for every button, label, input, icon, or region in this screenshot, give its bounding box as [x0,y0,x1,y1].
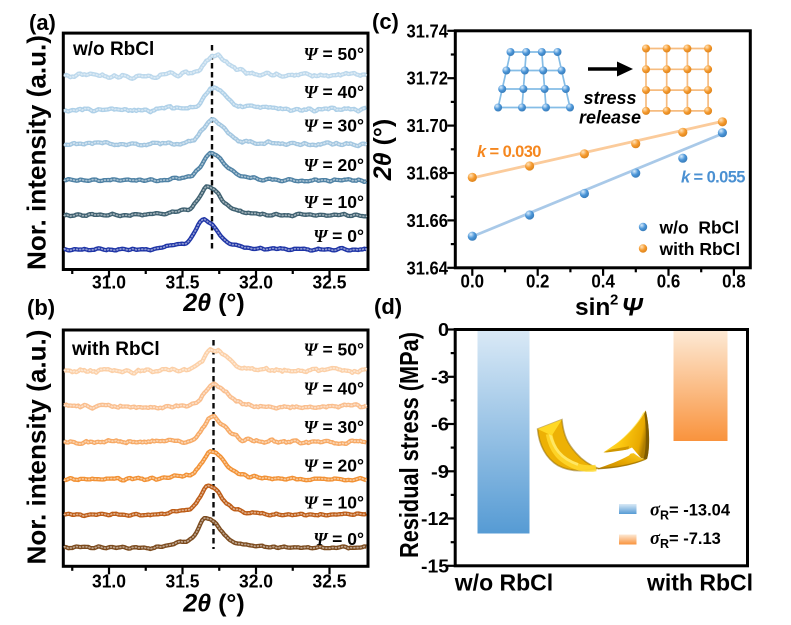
svg-text:2θ (°): 2θ (°) [182,589,244,617]
svg-text:Ψ = 20°: Ψ = 20° [304,155,364,175]
svg-text:Ψ = 20°: Ψ = 20° [304,456,364,476]
svg-text:Residual stress (MPa): Residual stress (MPa) [394,332,424,558]
svg-text:0.6: 0.6 [657,272,681,292]
svg-text:with RbCl: with RbCl [71,339,160,360]
svg-text:31.66: 31.66 [407,211,449,231]
svg-text:w/o RbCl: w/o RbCl [659,218,740,238]
svg-text:31.0: 31.0 [92,572,126,592]
svg-text:2: 2 [610,292,618,309]
svg-text:w/o RbCl: w/o RbCl [72,39,154,60]
svg-text:Ψ = 50°: Ψ = 50° [304,44,364,64]
svg-text:Ψ: Ψ [622,294,644,322]
svg-text:sin: sin [575,294,610,321]
svg-text:2θ (°): 2θ (°) [182,289,244,317]
svg-text:with RbCl: with RbCl [646,570,753,596]
svg-text:31.5: 31.5 [166,572,200,592]
svg-text:(c): (c) [372,9,399,34]
svg-text:32.5: 32.5 [313,273,347,293]
svg-text:k = 0.030: k = 0.030 [477,143,541,161]
svg-text:0.8: 0.8 [722,272,746,292]
svg-text:0.4: 0.4 [591,272,615,292]
svg-text:0.0: 0.0 [461,272,485,292]
svg-text:-9: -9 [431,462,449,482]
svg-text:31.68: 31.68 [407,164,449,184]
svg-text:(d): (d) [374,294,402,319]
svg-text:-3: -3 [431,367,449,387]
svg-text:0: 0 [438,320,449,340]
svg-text:31.0: 31.0 [92,273,126,293]
svg-text:31.72: 31.72 [407,69,449,89]
svg-text:Ψ = 0°: Ψ = 0° [313,226,364,246]
svg-text:Ψ = 40°: Ψ = 40° [304,378,364,398]
svg-text:Nor. intensity (a.u.): Nor. intensity (a.u.) [22,330,52,565]
svg-text:k = 0.055: k = 0.055 [681,169,745,187]
svg-text:Ψ = 50°: Ψ = 50° [304,340,364,360]
svg-text:Ψ = 10°: Ψ = 10° [304,192,364,212]
svg-text:Ψ = 30°: Ψ = 30° [304,116,364,136]
svg-text:-6: -6 [431,415,449,435]
svg-text:w/o RbCl: w/o RbCl [454,570,553,596]
svg-text:32.0: 32.0 [239,572,273,592]
svg-text:Ψ = 0°: Ψ = 0° [313,529,364,549]
svg-text:31.74: 31.74 [407,21,449,41]
svg-text:release: release [579,108,641,128]
svg-text:-12: -12 [421,509,449,529]
svg-text:32.5: 32.5 [313,572,347,592]
svg-text:31.70: 31.70 [407,116,449,136]
svg-text:stress: stress [583,88,636,108]
svg-text:with RbCl: with RbCl [659,239,741,259]
svg-text:Ψ = 40°: Ψ = 40° [304,82,364,102]
svg-text:(a): (a) [29,10,56,35]
svg-text:2θ (°): 2θ (°) [369,119,397,181]
svg-text:Ψ = 30°: Ψ = 30° [304,417,364,437]
svg-text:Nor. intensity (a.u.): Nor. intensity (a.u.) [22,35,52,270]
svg-text:0.2: 0.2 [526,272,550,292]
svg-text:σR= -13.04: σR= -13.04 [650,501,731,523]
svg-text:Ψ = 10°: Ψ = 10° [304,493,364,513]
svg-text:-15: -15 [421,556,449,576]
svg-text:31.5: 31.5 [166,273,200,293]
svg-text:32.0: 32.0 [239,273,273,293]
svg-text:σR= -7.13: σR= -7.13 [650,529,721,551]
svg-text:(b): (b) [27,295,55,320]
svg-text:31.64: 31.64 [407,258,449,278]
